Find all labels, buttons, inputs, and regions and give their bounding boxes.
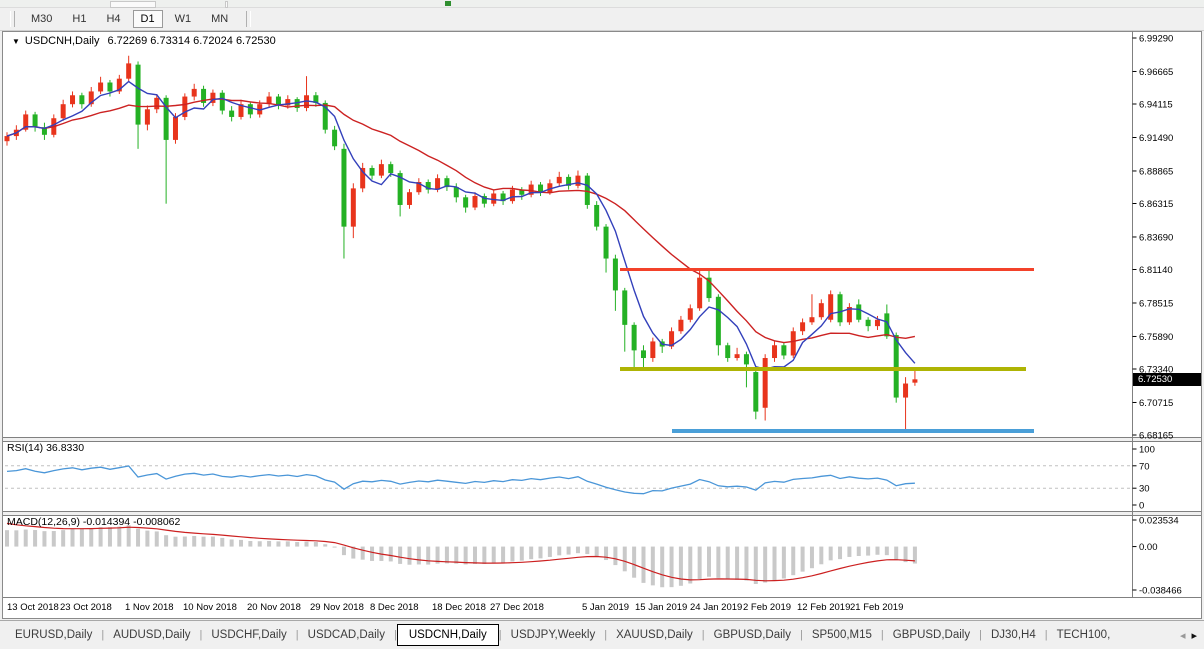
tab-scroll-right-icon[interactable]: ▸	[1191, 629, 1197, 642]
price-tick-label: 6.78515	[1139, 298, 1173, 309]
chart-tab-bar: EURUSD,Daily | AUDUSD,Daily | USDCHF,Daily | U…	[0, 620, 1204, 649]
tab-separator: |	[393, 629, 397, 641]
clipped-toolbar-fragment	[225, 1, 228, 8]
date-axis-label: 12 Feb 2019	[797, 602, 850, 613]
price-tick-label: 6.70715	[1139, 398, 1173, 409]
timeframe-button-m30[interactable]: M30	[31, 13, 53, 25]
price-tick-label: 6.88865	[1139, 166, 1173, 177]
tab-separator: |	[979, 629, 982, 641]
tab-separator: |	[498, 629, 502, 641]
tab-separator: |	[101, 629, 105, 641]
price-tick-label: 6.96665	[1139, 67, 1173, 78]
date-axis-label: 29 Nov 2018	[310, 602, 364, 613]
timeframe-button-d1[interactable]: D1	[132, 10, 163, 28]
chart-symbol-label: USDCNH,Daily	[24, 35, 100, 47]
tab-sp500-m15[interactable]: SP500,M15	[811, 629, 872, 641]
price-tick-label: 6.75890	[1139, 332, 1173, 343]
tab-dj30-h4[interactable]: DJ30,H4	[990, 629, 1036, 641]
pane-splitter	[2, 437, 1202, 441]
date-axis-label: 23 Oct 2018	[60, 602, 112, 613]
tab-separator: |	[701, 629, 705, 641]
macd-indicator-label: MACD(12,26,9) -0.014394 -0.008062	[7, 516, 181, 528]
toolbar-separator	[246, 11, 252, 27]
current-price-tag: 6.72530	[1133, 373, 1201, 386]
tab-scroll-left-icon[interactable]: ◂	[1179, 629, 1186, 642]
date-axis-label: 20 Nov 2018	[247, 602, 301, 613]
rsi-tick-label: 0	[1139, 501, 1144, 512]
tab-separator: |	[199, 629, 203, 641]
pane-splitter	[2, 511, 1202, 515]
timeframe-button-h1[interactable]: H1	[72, 13, 87, 25]
price-tick-label: 6.68165	[1139, 431, 1173, 442]
rsi-indicator-label: RSI(14) 36.8330	[7, 442, 85, 454]
tab-eurusd-daily[interactable]: EURUSD,Daily	[15, 629, 93, 641]
chart-window-border	[2, 31, 1202, 619]
macd-tick-label: 0.023534	[1139, 516, 1179, 527]
symbol-dropdown-icon[interactable]: ▼	[12, 37, 20, 46]
macd-histogram	[5, 525, 917, 588]
tab-separator: |	[1044, 629, 1048, 641]
price-tick-label: 6.99290	[1139, 34, 1173, 45]
tab-separator: |	[799, 629, 803, 641]
tab-audusd-daily[interactable]: AUDUSD,Daily	[113, 629, 191, 641]
tab-scroll-controls: ◂ ▸	[1177, 629, 1204, 642]
toolbar-grip[interactable]	[10, 11, 15, 27]
chart-background	[2, 31, 1202, 619]
tab-separator: |	[295, 629, 299, 641]
date-axis-label: 27 Dec 2018	[490, 602, 544, 613]
date-axis-label: 8 Dec 2018	[370, 602, 419, 613]
chart-canvas[interactable]: 6.99290 6.96665 6.94115 6.91490 6.88865 6.863…	[2, 31, 1202, 619]
price-tick-label: 6.73340	[1139, 364, 1173, 375]
timeframe-button-mn[interactable]: MN	[211, 13, 229, 25]
tab-usdcad-daily[interactable]: USDCAD,Daily	[307, 629, 385, 641]
date-axis-label: 10 Nov 2018	[183, 602, 237, 613]
date-axis-label: 18 Dec 2018	[432, 602, 486, 613]
rsi-line	[6, 465, 915, 495]
date-axis-label: 5 Jan 2019	[582, 602, 629, 613]
macd-tick-label: 0.00	[1139, 542, 1158, 553]
rsi-tick-label: 70	[1139, 461, 1150, 472]
macd-tick-label: -0.038466	[1139, 586, 1182, 597]
tab-gbpusd-daily[interactable]: GBPUSD,Daily	[892, 629, 971, 641]
chart-title: ▼ USDCNH,Daily 6.72269 6.73314 6.72024 6.7…	[12, 35, 276, 47]
rsi-tick-label: 30	[1139, 484, 1150, 495]
timeframe-button-h4[interactable]: H4	[106, 13, 121, 25]
price-tick-label: 6.81140	[1139, 265, 1173, 276]
macd-signal-line	[6, 522, 915, 582]
tab-usdjpy-weekly[interactable]: USDJPY,Weekly	[510, 629, 596, 641]
clipped-toolbar-fragment	[110, 1, 156, 8]
rsi-tick-label: 100	[1139, 445, 1155, 456]
clipped-top-toolbar	[0, 0, 1204, 8]
tab-gbpusd-daily[interactable]: GBPUSD,Daily	[713, 629, 791, 641]
price-tick-label: 6.83690	[1139, 232, 1173, 243]
tab-usdcnh-daily[interactable]: USDCNH,Daily	[396, 624, 499, 646]
price-tick-label: 6.91490	[1139, 133, 1173, 144]
clipped-toolbar-indicator	[445, 1, 451, 6]
tab-usdchf-daily[interactable]: USDCHF,Daily	[211, 629, 287, 641]
chart-window: 6.99290 6.96665 6.94115 6.91490 6.88865 6.863…	[2, 31, 1202, 619]
tab-xauusd-daily[interactable]: XAUUSD,Daily	[616, 629, 693, 641]
price-tick-label: 6.94115	[1139, 100, 1173, 111]
tab-separator: |	[604, 629, 608, 641]
date-axis-label: 15 Jan 2019	[635, 602, 687, 613]
date-axis-label: 13 Oct 2018	[7, 602, 59, 613]
tab-tech100[interactable]: TECH100,	[1056, 629, 1111, 641]
date-axis-label: 2 Feb 2019	[743, 602, 791, 613]
ma-slow-line	[6, 98, 916, 344]
price-tick-label: 6.86315	[1139, 199, 1173, 210]
date-axis-label: 21 Feb 2019	[850, 602, 903, 613]
tab-separator: |	[880, 629, 884, 641]
timeframe-toolbar: M30 H1 H4 D1 W1 MN	[0, 8, 1204, 31]
timeframe-button-w1[interactable]: W1	[174, 13, 192, 25]
chart-ohlc-values: 6.72269 6.73314 6.72024 6.72530	[107, 35, 276, 47]
date-axis-label: 1 Nov 2018	[125, 602, 174, 613]
date-axis-label: 24 Jan 2019	[690, 602, 742, 613]
